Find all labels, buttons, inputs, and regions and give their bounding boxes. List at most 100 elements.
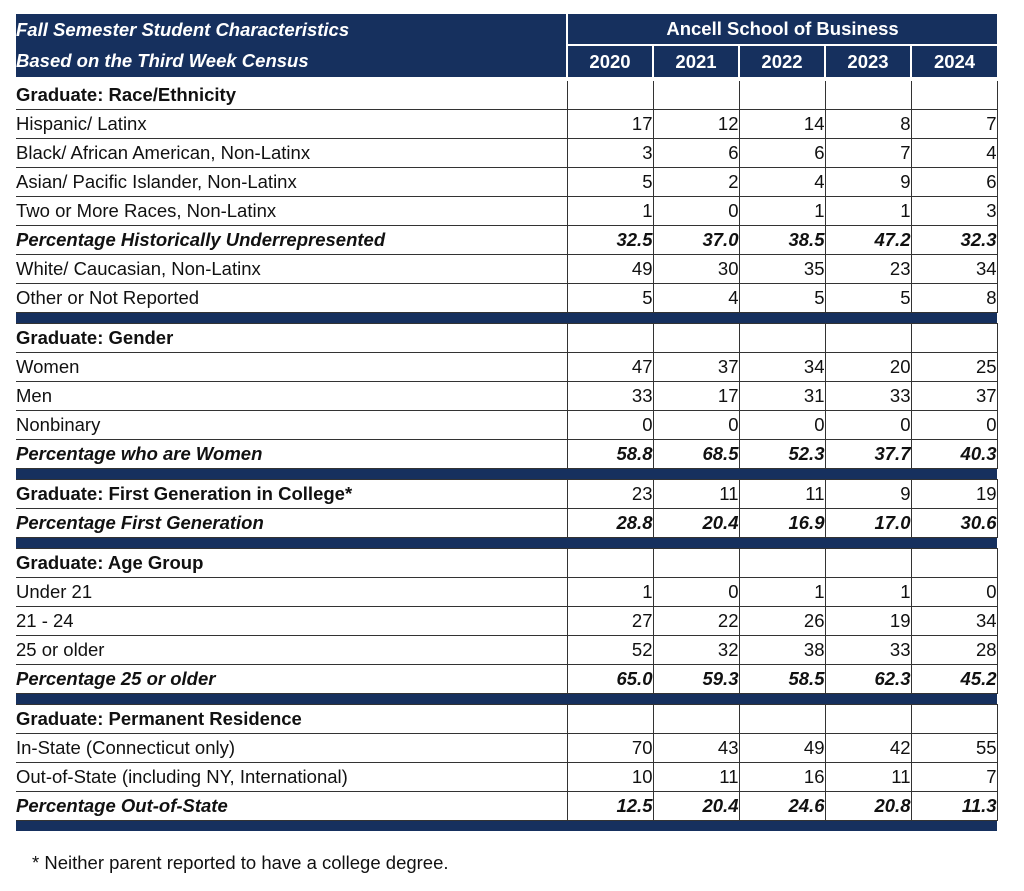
value-cell: 49 [566,254,654,284]
section-divider [16,820,998,831]
value-cell: 6 [910,167,998,197]
value-cell: 55 [910,733,998,763]
table-row: Nonbinary 0 0 0 0 0 [16,410,998,440]
header-row-2: Based on the Third Week Census 2020 2021… [16,45,998,81]
value-cell: 0 [566,410,654,440]
row-label: Under 21 [16,577,568,607]
value-cell: 4 [652,283,740,313]
value-cell: 7 [910,762,998,792]
section-heading-row: Graduate: First Generation in College* 23… [16,479,998,509]
value-cell: 0 [652,196,740,226]
section-divider-bar [16,312,998,324]
value-cell: 49 [738,733,826,763]
value-cell [824,704,912,734]
section-heading: Graduate: Age Group [16,548,568,578]
value-cell: 7 [824,138,912,168]
table-title-line2: Based on the Third Week Census [16,45,567,81]
table-row: Out-of-State (including NY, Internationa… [16,762,998,792]
value-cell: 0 [824,410,912,440]
table-row: 25 or older 52 32 38 33 28 [16,635,998,665]
value-cell: 25 [910,352,998,382]
value-cell: 30 [652,254,740,284]
value-cell: 4 [910,138,998,168]
value-cell: 1 [824,196,912,226]
value-cell [738,78,826,110]
value-cell: 1 [566,196,654,226]
value-cell: 37 [652,352,740,382]
value-cell: 14 [738,109,826,139]
year-header: 2023 [824,45,911,81]
value-cell [652,323,740,353]
section-divider-bar [16,468,998,480]
value-cell: 9 [824,479,912,509]
value-cell: 8 [824,109,912,139]
value-cell: 62.3 [824,664,912,694]
section-heading: Graduate: Permanent Residence [16,704,568,734]
value-cell: 20.4 [652,508,740,538]
row-label: Two or More Races, Non-Latinx [16,196,568,226]
percentage-row: Percentage who are Women 58.8 68.5 52.3 37.7… [16,439,998,469]
value-cell: 2 [652,167,740,197]
row-label: 21 - 24 [16,606,568,636]
percentage-row: Percentage Out-of-State 12.5 20.4 24.6 20.8 1… [16,791,998,821]
row-label: Nonbinary [16,410,568,440]
value-cell [738,704,826,734]
value-cell: 16 [738,762,826,792]
row-label: Hispanic/ Latinx [16,109,568,139]
percentage-row: Percentage 25 or older 65.0 59.3 58.5 62.3 45… [16,664,998,694]
section-divider [16,312,998,324]
value-cell: 4 [738,167,826,197]
table-row: White/ Caucasian, Non-Latinx 49 30 35 23 34 [16,254,998,284]
value-cell [652,548,740,578]
value-cell: 45.2 [910,664,998,694]
table-title-line1: Fall Semester Student Characteristics [16,14,567,45]
value-cell: 47 [566,352,654,382]
value-cell: 0 [652,577,740,607]
value-cell: 11.3 [910,791,998,821]
value-cell: 30.6 [910,508,998,538]
value-cell [652,78,740,110]
value-cell: 17 [566,109,654,139]
value-cell: 3 [910,196,998,226]
percentage-row: Percentage First Generation 28.8 20.4 16.9 1… [16,508,998,538]
value-cell: 10 [566,762,654,792]
percentage-row: Percentage Historically Underrepresented… [16,225,998,255]
section-heading: Graduate: Race/Ethnicity [16,78,568,110]
value-cell: 33 [824,635,912,665]
section-divider-bar [16,537,998,549]
value-cell: 35 [738,254,826,284]
value-cell: 38 [738,635,826,665]
value-cell: 23 [566,479,654,509]
value-cell: 37 [910,381,998,411]
value-cell: 16.9 [738,508,826,538]
value-cell: 26 [738,606,826,636]
section-heading: Graduate: Gender [16,323,568,353]
value-cell: 70 [566,733,654,763]
value-cell: 20.4 [652,791,740,821]
section-heading: Graduate: First Generation in College* [16,479,568,509]
row-label: Women [16,352,568,382]
value-cell: 0 [910,410,998,440]
value-cell [824,323,912,353]
value-cell: 19 [824,606,912,636]
value-cell: 34 [910,606,998,636]
value-cell: 1 [566,577,654,607]
value-cell: 17 [652,381,740,411]
value-cell: 19 [910,479,998,509]
row-label: Percentage who are Women [16,439,568,469]
value-cell: 68.5 [652,439,740,469]
value-cell [738,323,826,353]
value-cell: 34 [738,352,826,382]
value-cell [566,323,654,353]
value-cell: 6 [652,138,740,168]
table-row: Men 33 17 31 33 37 [16,381,998,411]
section-heading-row: Graduate: Age Group [16,548,998,578]
value-cell [910,704,998,734]
value-cell: 43 [652,733,740,763]
value-cell: 28 [910,635,998,665]
value-cell [652,704,740,734]
value-cell: 9 [824,167,912,197]
section-divider [16,537,998,549]
value-cell: 6 [738,138,826,168]
section-divider [16,693,998,705]
